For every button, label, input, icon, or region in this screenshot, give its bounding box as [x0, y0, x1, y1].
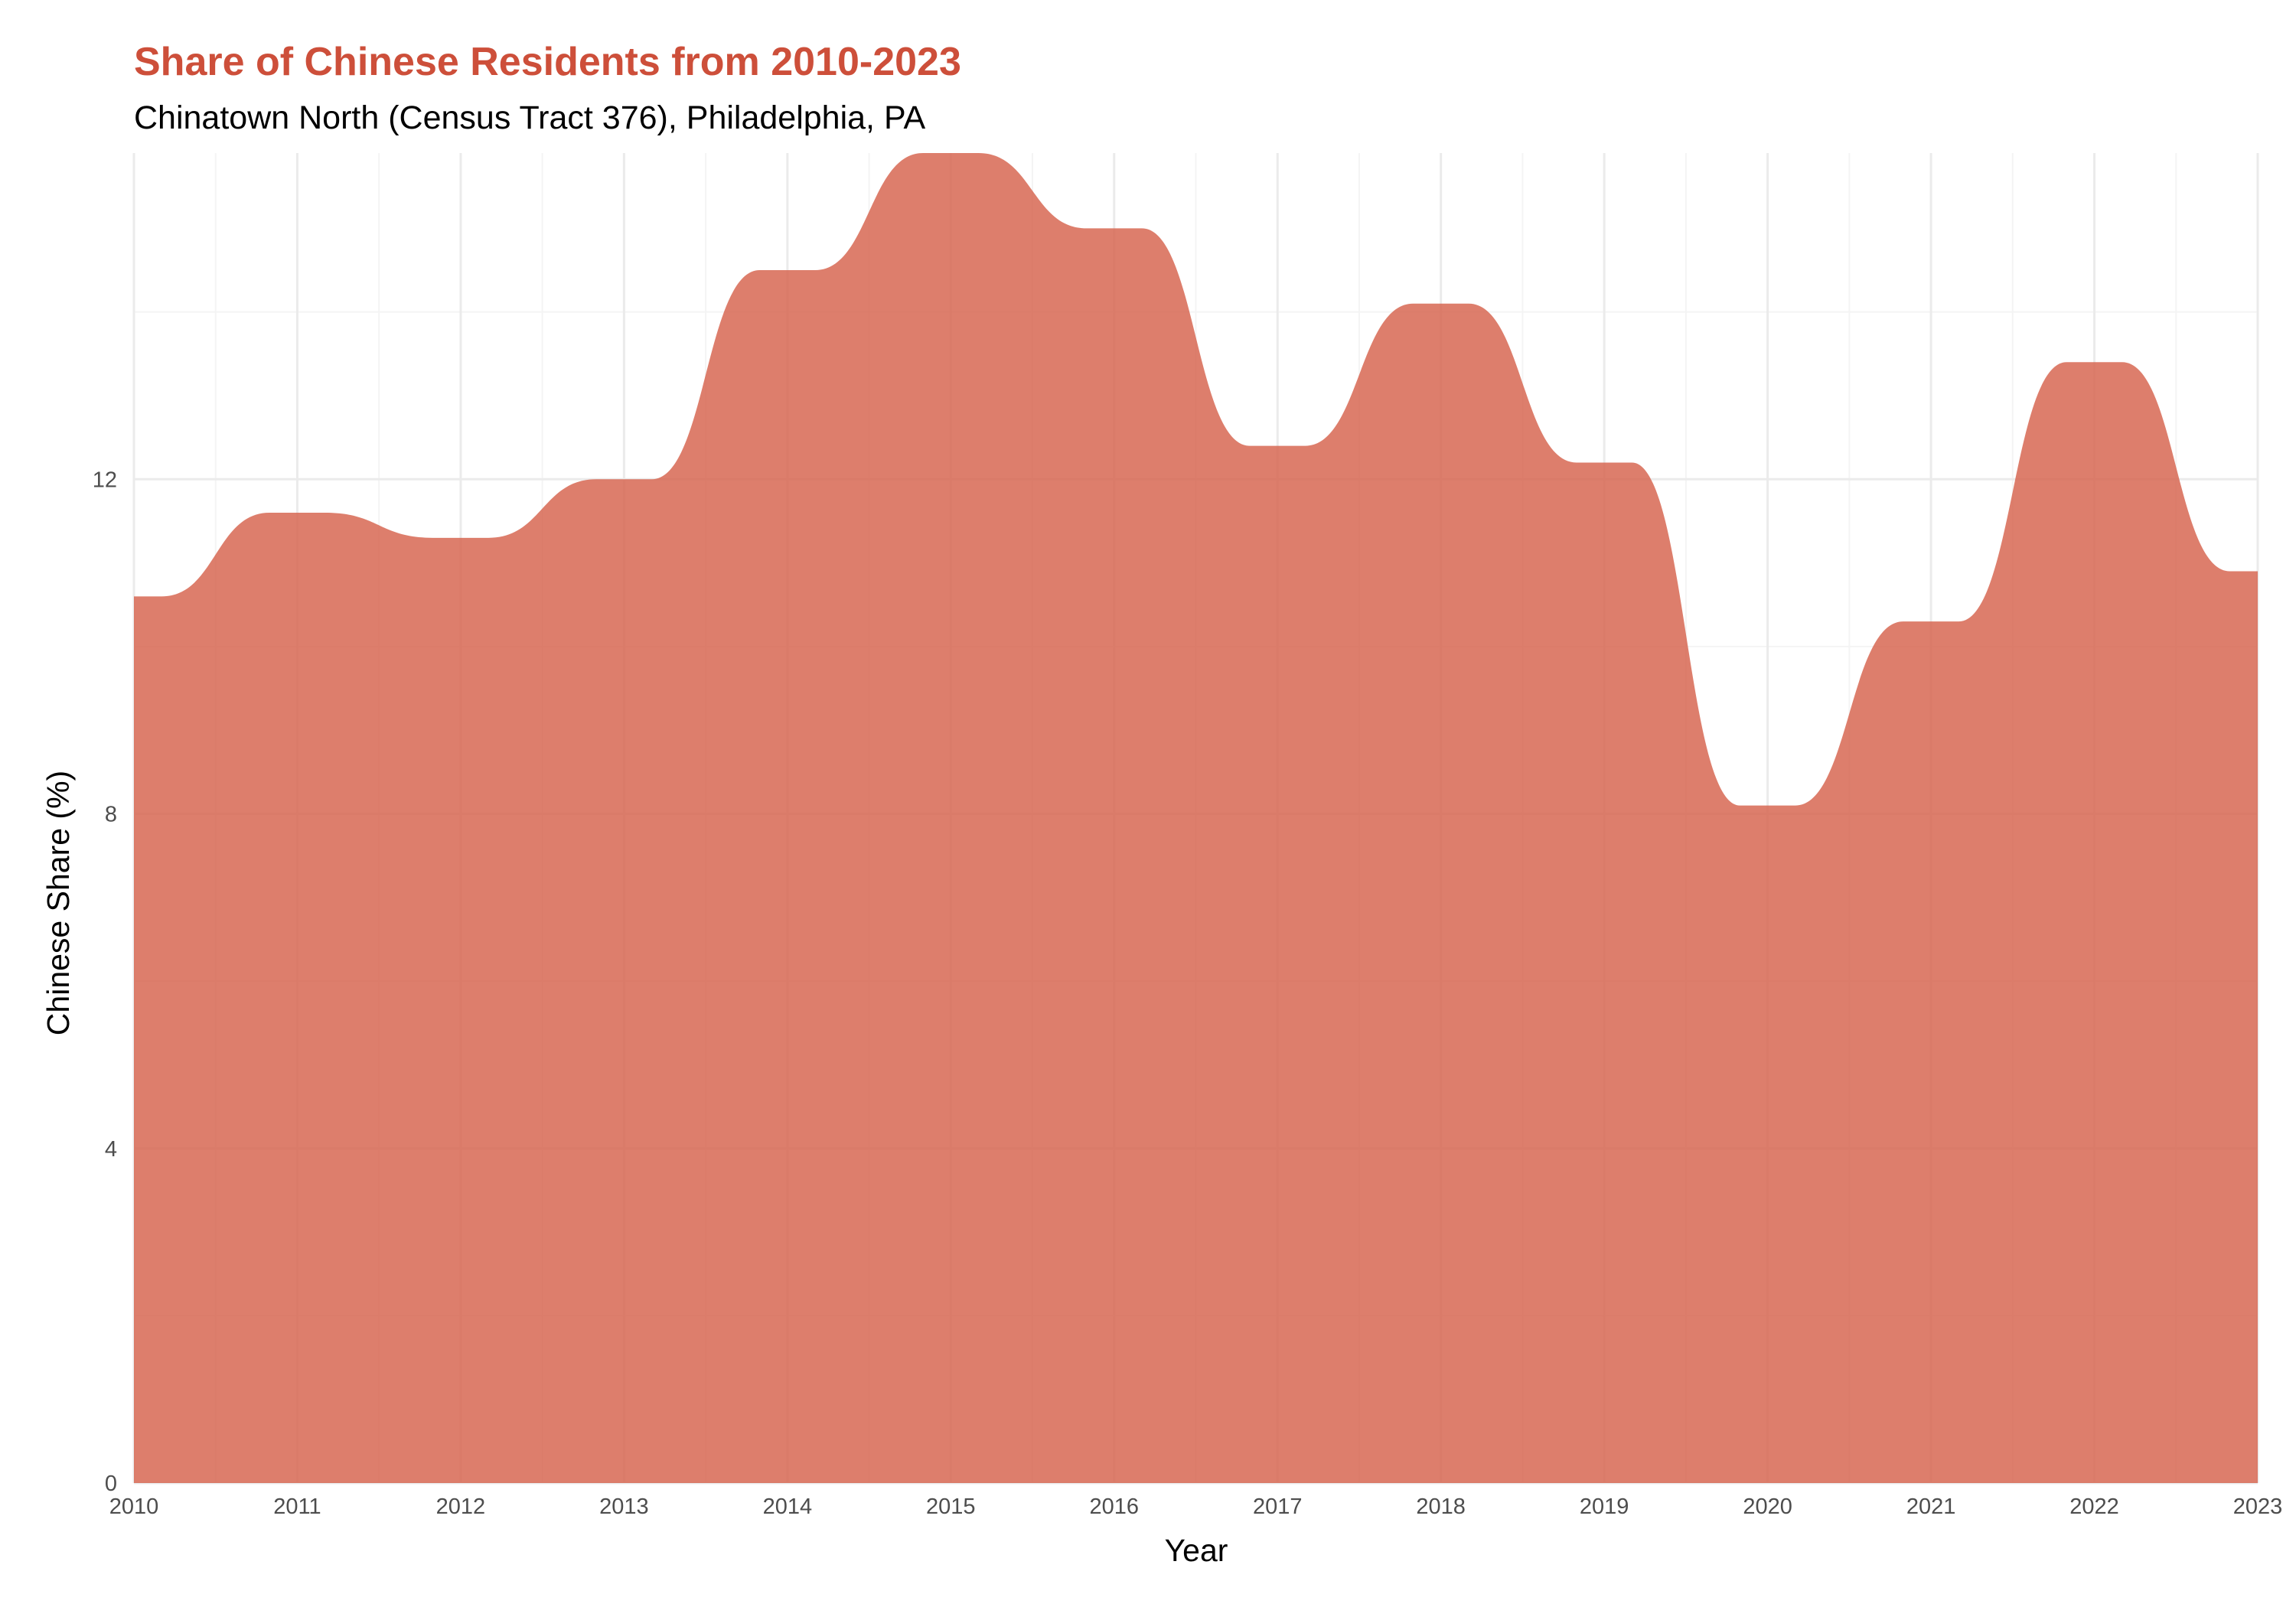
y-axis-title: Chinese Share (%) [41, 771, 76, 1035]
x-tick-label: 2022 [2069, 1495, 2119, 1519]
x-tick-label: 2015 [926, 1495, 976, 1519]
y-tick-label: 12 [93, 468, 117, 492]
area-fill [134, 153, 2258, 1483]
x-tick-label: 2018 [1416, 1495, 1466, 1519]
y-tick-label: 0 [105, 1472, 117, 1496]
x-tick-label: 2011 [273, 1495, 321, 1519]
x-axis-ticks: 2010 2011 2012 2013 2014 2015 2016 2017 2018 2019… [109, 1495, 2283, 1519]
x-tick-label: 2016 [1090, 1495, 1140, 1519]
y-tick-label: 8 [105, 803, 117, 827]
x-tick-label: 2023 [2233, 1495, 2283, 1519]
area-series [134, 153, 2258, 1483]
x-tick-label: 2013 [599, 1495, 649, 1519]
x-tick-label: 2012 [436, 1495, 486, 1519]
x-axis-title: Year [1165, 1533, 1228, 1568]
chart-subtitle: Chinatown North (Census Tract 376), Phil… [134, 99, 925, 136]
y-axis-ticks: 0 4 8 12 [93, 468, 117, 1496]
y-tick-label: 4 [105, 1137, 117, 1162]
x-tick-label: 2020 [1743, 1495, 1792, 1519]
x-tick-label: 2017 [1253, 1495, 1303, 1519]
x-tick-label: 2019 [1580, 1495, 1629, 1519]
x-tick-label: 2014 [763, 1495, 813, 1519]
x-tick-label: 2021 [1906, 1495, 1956, 1519]
chart-title: Share of Chinese Residents from 2010-202… [134, 40, 961, 84]
x-tick-label: 2010 [109, 1495, 159, 1519]
